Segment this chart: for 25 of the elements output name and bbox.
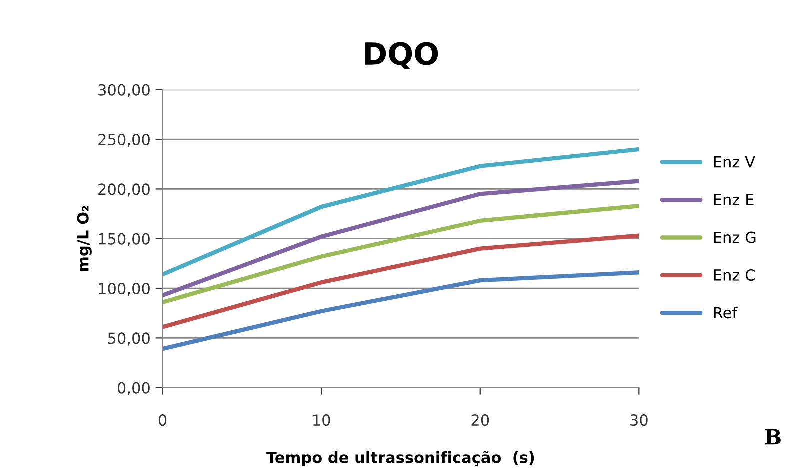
line-series <box>162 204 640 305</box>
x-tick-label: 20 <box>472 414 490 426</box>
line-series <box>162 270 640 352</box>
y-tick-label: 0,00 <box>118 382 150 396</box>
y-axis-title: mg/L O₂ <box>77 206 92 272</box>
x-axis-title: Tempo de ultrassonificação (s) <box>266 451 534 466</box>
x-tick-label: 0 <box>158 414 167 426</box>
y-tick-label: 50,00 <box>108 332 150 346</box>
x-tick-label: 30 <box>630 414 648 426</box>
line-series <box>162 179 640 298</box>
y-tick-label: 300,00 <box>98 84 150 98</box>
legend-label: Enz E <box>714 194 754 206</box>
y-tick-label: 200,00 <box>98 184 150 197</box>
x-tick-label: 10 <box>314 414 330 426</box>
legend-label: Ref <box>714 306 738 319</box>
line-series <box>162 234 640 330</box>
y-tick-label: 150,00 <box>99 233 150 246</box>
y-tick-label: 100,00 <box>99 282 150 296</box>
text: B <box>765 429 781 445</box>
y-tick-label: 250,00 <box>98 134 150 148</box>
chart-title: DQO <box>365 42 438 70</box>
legend-label: Enz C <box>714 269 755 281</box>
legend-label: Enz V <box>714 156 756 168</box>
line-series <box>162 147 640 277</box>
legend-label: Enz G <box>714 232 756 244</box>
